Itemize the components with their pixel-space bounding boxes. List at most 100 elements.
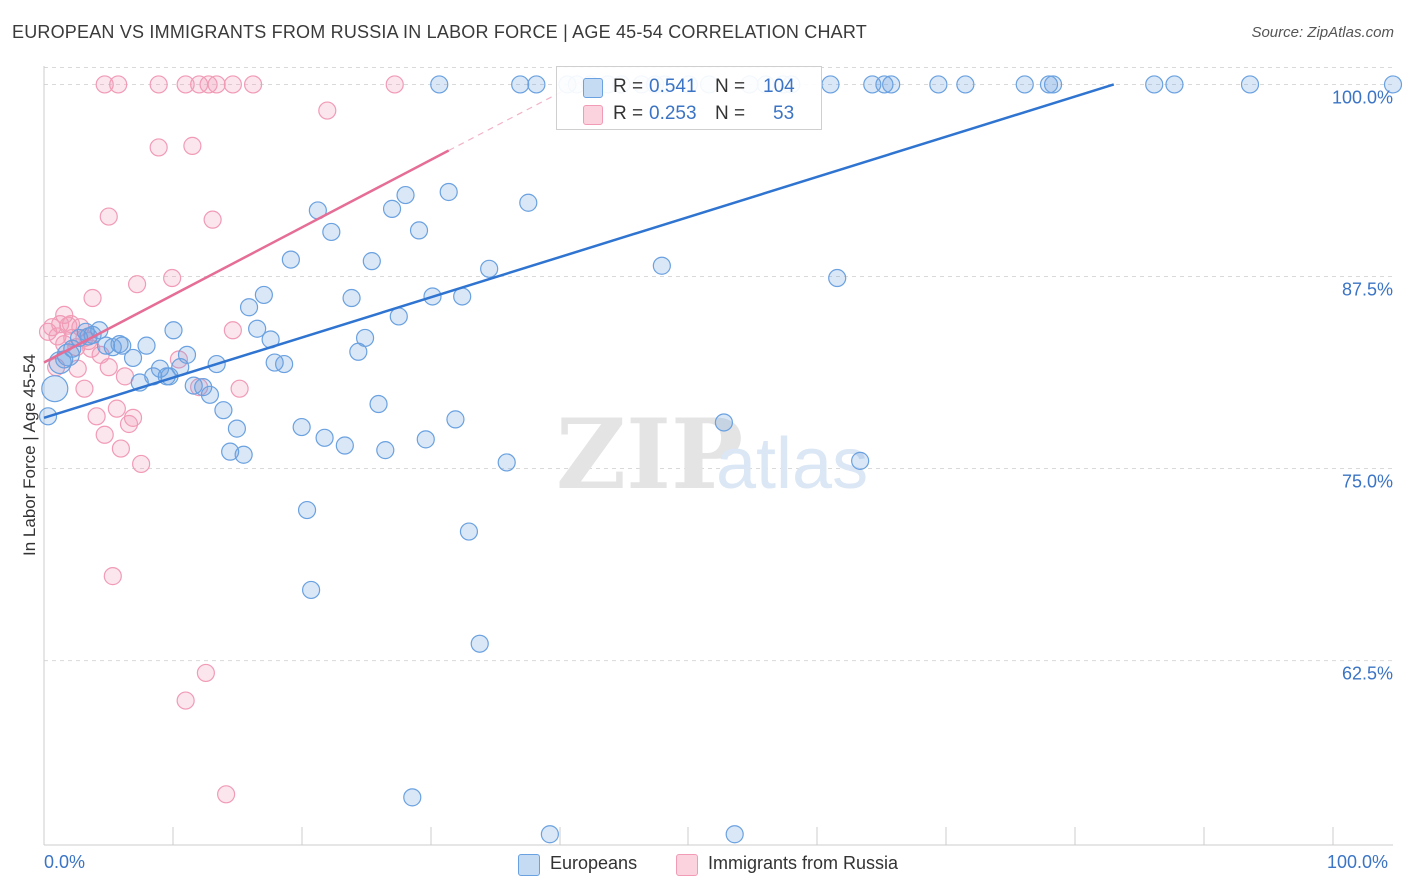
immigrants-swatch <box>676 854 698 876</box>
european-point <box>1240 75 1260 94</box>
european-point <box>41 375 69 403</box>
russia-immigrant-point <box>243 75 263 94</box>
source-label: Source: ZipAtlas.com <box>1251 24 1394 41</box>
european-point <box>470 634 489 653</box>
immigrants-trend-line <box>43 149 450 364</box>
european-point <box>96 336 116 355</box>
european-point <box>292 417 311 437</box>
european-point <box>519 193 538 212</box>
european-point <box>248 319 267 338</box>
y-tick-label: 100.0% <box>1332 87 1393 107</box>
european-point <box>527 75 546 94</box>
european-point <box>714 413 733 432</box>
european-point <box>480 259 499 278</box>
europeans-trend-line <box>43 83 1115 420</box>
european-point <box>725 825 744 844</box>
european-point <box>1165 75 1184 94</box>
european-point <box>137 336 156 355</box>
russia-immigrant-point <box>127 275 147 294</box>
european-point <box>459 522 479 541</box>
watermark: ZIP atlas <box>556 398 868 511</box>
european-point <box>315 428 334 447</box>
r-value: 0.253 <box>649 103 697 124</box>
russia-immigrant-point <box>107 399 126 418</box>
russia-immigrant-point <box>99 358 118 377</box>
russia-immigrant-point <box>207 75 226 94</box>
european-point <box>297 500 317 520</box>
european-point <box>302 580 321 600</box>
russia-immigrant-point <box>318 101 337 120</box>
european-point <box>446 410 465 429</box>
russia-immigrant-point <box>87 407 106 426</box>
european-point <box>882 75 901 94</box>
r-label: R = <box>613 76 644 97</box>
european-point <box>821 75 840 94</box>
russia-immigrant-point <box>99 207 118 226</box>
european-point <box>929 75 948 94</box>
european-point <box>1039 75 1059 94</box>
russia-immigrant-point <box>111 439 130 458</box>
european-point <box>221 442 240 461</box>
european-point <box>439 182 458 202</box>
y-axis-label: In Labor Force | Age 45-54 <box>20 354 39 556</box>
y-tick-label: 62.5% <box>1342 664 1393 684</box>
european-point <box>150 359 170 378</box>
european-point <box>342 288 361 308</box>
european-point <box>956 75 975 94</box>
european-point <box>335 436 354 455</box>
european-point <box>177 345 197 364</box>
european-point <box>355 328 375 348</box>
russia-immigrant-point <box>163 268 182 288</box>
european-point <box>851 451 870 470</box>
european-point <box>875 75 894 94</box>
european-point <box>265 353 284 372</box>
russia-immigrant-point <box>149 75 168 94</box>
legend-row-europeans: R = 0.541 N = 104 <box>557 73 821 101</box>
european-point <box>123 348 143 368</box>
y-tick-labels: 100.0% 87.5% 75.0% 62.5% <box>1332 87 1393 683</box>
european-point <box>382 199 402 218</box>
russia-immigrant-point <box>109 75 128 94</box>
watermark-atlas: atlas <box>716 424 868 504</box>
european-point <box>239 298 259 317</box>
european-point <box>184 376 203 395</box>
european-point <box>214 401 233 420</box>
russia-immigrant-point <box>95 75 114 94</box>
european-point <box>652 256 671 275</box>
r-value: 0.541 <box>649 76 697 97</box>
r-label: R = <box>613 103 644 124</box>
immigrants-swatch <box>583 105 603 125</box>
russia-immigrant-point <box>123 408 143 427</box>
legend-label: Europeans <box>550 853 638 873</box>
european-point <box>234 445 253 464</box>
european-point <box>403 788 422 807</box>
legend-label: Immigrants from Russia <box>708 853 899 873</box>
russia-immigrant-point <box>176 691 195 710</box>
european-point <box>227 419 247 438</box>
russia-immigrant-point <box>230 379 249 398</box>
european-point <box>497 453 516 472</box>
european-point <box>540 825 559 844</box>
russia-immigrant-point <box>103 567 122 586</box>
y-tick-label: 87.5% <box>1342 279 1393 299</box>
european-point <box>1015 75 1034 94</box>
russia-immigrant-point <box>149 138 168 157</box>
european-point <box>194 378 213 397</box>
russia-immigrant-point <box>132 454 151 474</box>
european-point <box>164 321 183 340</box>
russia-immigrant-point <box>385 75 404 94</box>
european-point <box>409 221 429 240</box>
n-value: 53 <box>773 103 795 124</box>
european-point <box>1043 75 1063 94</box>
russia-immigrant-point <box>55 305 74 325</box>
european-point <box>362 252 381 271</box>
european-point <box>511 75 530 94</box>
european-point <box>1383 75 1403 94</box>
european-point <box>1145 75 1164 94</box>
grid-lines <box>44 66 1393 662</box>
european-point <box>281 250 300 269</box>
european-point <box>322 222 341 242</box>
russia-immigrant-point <box>196 663 215 683</box>
chart-title: EUROPEAN VS IMMIGRANTS FROM RUSSIA IN LA… <box>12 22 867 42</box>
n-value: 104 <box>763 76 795 97</box>
